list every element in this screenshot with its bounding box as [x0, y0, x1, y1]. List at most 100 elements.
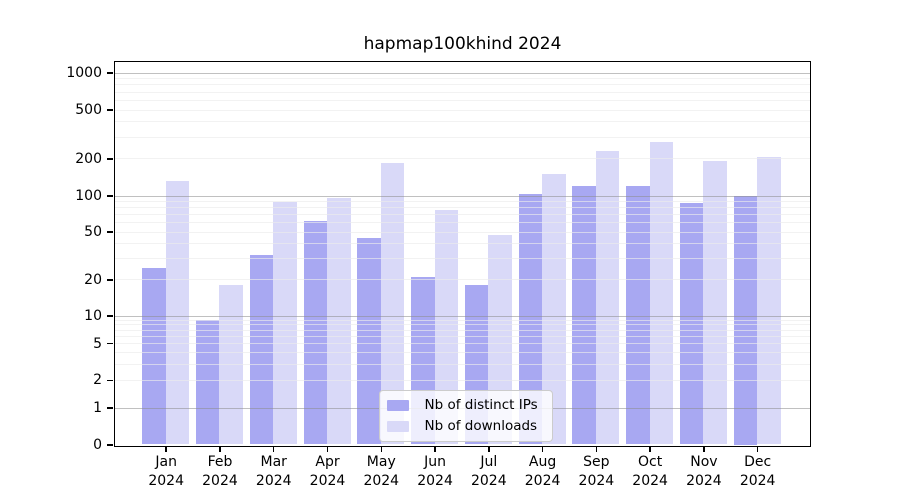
gridline-minor [114, 136, 810, 138]
x-tick-label: Jan 2024 [148, 454, 184, 489]
y-tick [106, 109, 113, 111]
legend-label-downloads: Nb of downloads [424, 418, 538, 434]
y-tick-label: 5 [93, 335, 102, 352]
bar-nb-of-downloads-dec-2024 [757, 156, 781, 445]
y-tick [106, 379, 113, 382]
bar-nb-of-downloads-jun-2024 [434, 210, 459, 445]
x-tick-label: Apr 2024 [309, 454, 346, 489]
x-tick-label: Jul 2024 [470, 454, 507, 489]
x-tick [380, 446, 383, 452]
x-tick-label: Jun 2024 [417, 454, 453, 489]
x-tick [595, 446, 598, 452]
gridline-minor [114, 121, 810, 123]
gridline-minor [114, 343, 810, 345]
gridline-minor [114, 214, 810, 216]
y-tick [106, 444, 113, 446]
chart-title: hapmap100khind 2024 [363, 34, 562, 54]
gridline-minor [114, 231, 810, 233]
bar-nb-of-distinct-ips-aug-2024 [518, 194, 543, 445]
gridline-minor [114, 99, 810, 101]
x-tick [541, 446, 544, 452]
x-tick-label: Mar 2024 [255, 454, 292, 489]
y-tick-label: 200 [75, 150, 102, 167]
bar-nb-of-distinct-ips-feb-2024 [195, 319, 220, 445]
y-tick-label: 20 [84, 271, 102, 288]
y-tick-label: 0 [93, 437, 102, 453]
y-tick [106, 72, 113, 74]
gridline-minor [114, 279, 810, 281]
plot-area: Nb of distinct IPs Nb of downloads [113, 61, 811, 447]
x-tick [756, 446, 759, 452]
x-tick [649, 446, 651, 452]
bar-nb-of-distinct-ips-may-2024 [357, 238, 381, 445]
y-tick-label: 500 [75, 102, 102, 119]
legend-label-distinct-ips: Nb of distinct IPs [424, 397, 538, 413]
legend-swatch-distinct-ips [386, 400, 409, 411]
gridline-minor [114, 109, 810, 111]
bar-nb-of-distinct-ips-jan-2024 [142, 267, 166, 445]
gridline-minor [114, 222, 810, 224]
y-tick [106, 158, 113, 160]
bar-nb-of-downloads-sep-2024 [595, 151, 620, 445]
gridline-minor [114, 91, 810, 93]
gridline-minor [114, 352, 810, 354]
bar-nb-of-distinct-ips-apr-2024 [303, 221, 327, 445]
gridline-minor [114, 379, 810, 381]
x-tick-label: Feb 2024 [202, 454, 238, 489]
grid-layer [114, 62, 810, 446]
legend-entry-downloads: Nb of downloads [386, 418, 538, 435]
bar-nb-of-downloads-oct-2024 [649, 142, 674, 445]
legend-swatch-downloads [386, 421, 409, 432]
x-tick-label: Oct 2024 [632, 454, 668, 489]
gridline-minor [114, 84, 810, 86]
y-tick-label: 1 [93, 400, 102, 416]
x-tick-label: Dec 2024 [739, 454, 776, 489]
x-tick-label: May 2024 [363, 454, 400, 489]
y-tick-label: 1000 [66, 65, 102, 81]
gridline-minor [114, 319, 810, 321]
gridline-major [114, 315, 810, 317]
x-tick-label: Nov 2024 [686, 454, 722, 489]
bar-nb-of-downloads-mar-2024 [273, 202, 297, 445]
x-tick [165, 446, 167, 452]
bar-nb-of-downloads-may-2024 [380, 162, 405, 445]
bar-nb-of-distinct-ips-mar-2024 [249, 254, 274, 445]
gridline-minor [114, 329, 810, 331]
y-tick [106, 195, 113, 197]
gridline-minor [114, 363, 810, 365]
y-tick [106, 315, 113, 317]
x-tick [272, 446, 275, 452]
x-tick [488, 446, 490, 452]
gridline-minor [114, 324, 810, 326]
y-tick-label: 100 [75, 188, 102, 204]
bar-nb-of-distinct-ips-nov-2024 [679, 203, 704, 445]
bar-nb-of-downloads-jan-2024 [165, 181, 190, 445]
y-tick [106, 279, 113, 281]
x-tick [326, 446, 329, 452]
x-tick [434, 446, 436, 452]
gridline-minor [114, 78, 810, 80]
bar-nb-of-downloads-apr-2024 [327, 197, 351, 445]
x-tick [219, 446, 221, 452]
y-tick-label: 2 [93, 372, 102, 389]
y-tick-label: 50 [84, 224, 102, 241]
y-tick [106, 342, 113, 345]
y-tick [106, 407, 113, 409]
legend: Nb of distinct IPs Nb of downloads [378, 390, 553, 442]
x-tick [703, 446, 705, 452]
gridline-minor [114, 158, 810, 160]
legend-entry-distinct-ips: Nb of distinct IPs [386, 397, 538, 414]
x-tick-label: Sep 2024 [578, 454, 615, 489]
bar-nb-of-downloads-aug-2024 [542, 173, 566, 445]
gridline-major [114, 195, 810, 197]
gridline-minor [114, 335, 810, 337]
gridline-minor [114, 207, 810, 209]
x-tick-label: Aug 2024 [524, 454, 561, 489]
y-tick [106, 231, 113, 233]
gridline-minor [114, 258, 810, 260]
gridline-minor [114, 243, 810, 245]
gridline-major [114, 72, 810, 74]
gridline-minor [114, 200, 810, 202]
y-tick-label: 10 [84, 308, 102, 324]
